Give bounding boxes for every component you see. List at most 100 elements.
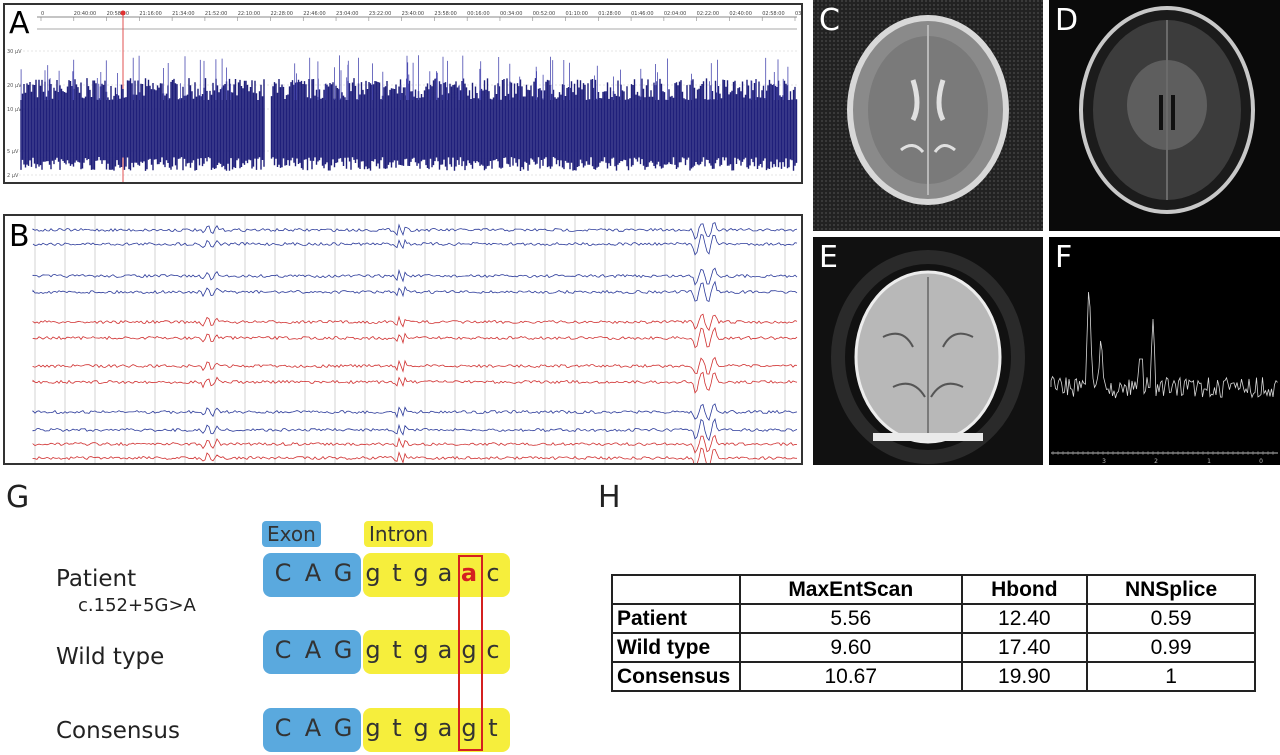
trend-band xyxy=(20,78,798,171)
ppm-tick-label: 0 xyxy=(1259,458,1263,465)
intron-block xyxy=(363,553,510,597)
intron-base: t xyxy=(392,559,402,587)
intron-base: c xyxy=(486,636,500,664)
table-cell: 17.40 xyxy=(960,632,1089,663)
panel-c-mri: C xyxy=(813,0,1043,231)
mutated-base: a xyxy=(460,559,478,587)
time-tick-label: 00:16:00 xyxy=(467,11,489,17)
ppm-tick-label: 2 xyxy=(1154,458,1158,465)
time-tick-label: 20:40:00 xyxy=(74,11,96,17)
splice-score-table: MaxEntScan Hbond NNSplice Patient 5.56 1… xyxy=(611,574,1256,692)
eeg-traces xyxy=(32,216,798,463)
spectrum-line xyxy=(1050,291,1278,399)
eeg-channel-trace xyxy=(32,267,798,286)
mri-brain-image xyxy=(1079,6,1255,214)
intron-base: g xyxy=(413,559,429,587)
table-row: Wild type 9.60 17.40 0.99 xyxy=(611,632,1256,663)
time-tick-label: 01:10:00 xyxy=(566,11,588,17)
table-cell: 9.60 xyxy=(739,632,963,663)
exon-block xyxy=(263,630,361,674)
intron-base: g xyxy=(365,559,381,587)
panel-d-mri: D xyxy=(1049,0,1280,231)
time-tick-label: 21:16:00 xyxy=(139,11,161,17)
intron-base: g xyxy=(365,636,381,664)
table-cell: 0.59 xyxy=(1086,603,1256,634)
time-tick-label: 00:34:00 xyxy=(500,11,522,17)
exon-base: A xyxy=(304,559,322,587)
intron-base: a xyxy=(437,714,453,742)
time-tick-label: 01:46:00 xyxy=(631,11,653,17)
exon-base: A xyxy=(304,714,322,742)
panel-e-mri: E xyxy=(813,237,1043,465)
panel-f-spectrum: 3 2 1 0 F xyxy=(1049,237,1280,465)
trend-plot: 0 20:40:00 20:58:00 21:16:00 21:34:00 21:52:0… xyxy=(7,10,801,182)
panel-c-label: C xyxy=(819,3,840,38)
cursor-marker xyxy=(120,10,126,16)
exon-base: G xyxy=(333,636,353,664)
intron-block xyxy=(363,630,510,674)
panel-f-label: F xyxy=(1055,240,1073,275)
eeg-channel-trace xyxy=(32,371,798,394)
time-tick-label: 03:16:00 xyxy=(795,11,801,17)
exon-block xyxy=(263,708,361,752)
table-cell: 10.67 xyxy=(739,661,963,692)
table-cell: 0.99 xyxy=(1086,632,1256,663)
time-tick-label: 22:46:00 xyxy=(303,11,325,17)
panel-e-label: E xyxy=(819,240,838,275)
panel-h-label: H xyxy=(598,480,621,515)
intron-block xyxy=(363,708,510,752)
time-tick-label: 02:58:00 xyxy=(762,11,784,17)
trend-spikes xyxy=(20,55,789,100)
panel-g-label: G xyxy=(6,480,30,515)
mri-brain-image xyxy=(831,250,1025,464)
eeg-channel-trace xyxy=(32,356,798,375)
time-tick-label: 23:04:00 xyxy=(336,11,358,17)
row-header: Consensus xyxy=(611,661,741,692)
table-header-cell xyxy=(611,574,741,605)
intron-base: c xyxy=(486,559,500,587)
ppm-tick-label: 1 xyxy=(1207,458,1211,465)
mutation-highlight-box xyxy=(458,555,483,751)
eeg-channel-trace xyxy=(32,418,798,442)
intron-base: g xyxy=(461,714,477,742)
eeg-channel-trace xyxy=(32,233,798,256)
time-tick-label: 23:58:00 xyxy=(434,11,456,17)
time-tick-label: 02:22:00 xyxy=(697,11,719,17)
row-header: Patient xyxy=(611,603,741,634)
intron-base: t xyxy=(392,636,402,664)
time-tick-label: 01:28:00 xyxy=(598,11,620,17)
intron-base: g xyxy=(413,636,429,664)
exon-base: G xyxy=(333,559,353,587)
panel-b-eeg: B xyxy=(3,214,803,465)
table-header-row: MaxEntScan Hbond NNSplice xyxy=(611,574,1256,605)
time-tick-label: 23:22:00 xyxy=(369,11,391,17)
table-row: Consensus 10.67 19.90 1 xyxy=(611,661,1256,692)
y-tick-label: 20 µV xyxy=(7,83,22,89)
exon-base: C xyxy=(274,636,292,664)
y-tick-label: 5 µV xyxy=(7,149,19,155)
panel-a-trend: A 0 20:40:00 20:58:00 21:16:00 21:34:00 21:52… xyxy=(3,3,803,184)
table-header-cell: NNSplice xyxy=(1086,574,1256,605)
time-tick-label: 22:10:00 xyxy=(238,11,260,17)
exon-block xyxy=(263,553,361,597)
y-tick-label: 10 µV xyxy=(7,107,22,113)
intron-base: g xyxy=(461,636,477,664)
intron-tag: Intron xyxy=(364,521,434,547)
table-cell: 5.56 xyxy=(739,603,963,634)
sequence-row-label: Patient xyxy=(56,566,137,592)
ppm-tick-label: 3 xyxy=(1102,458,1106,465)
exon-base: C xyxy=(274,714,292,742)
y-tick-label: 30 µV xyxy=(7,49,22,55)
panel-d-label: D xyxy=(1055,3,1079,38)
time-tick-label: 20:58:00 xyxy=(107,11,129,17)
eeg-channel-trace xyxy=(32,313,798,332)
variant-notation: c.152+5G>A xyxy=(78,595,196,616)
exon-tag: Exon xyxy=(262,521,321,547)
eeg-channel-trace xyxy=(32,326,798,349)
table-header-cell: Hbond xyxy=(960,574,1089,605)
time-tick-label: 21:34:00 xyxy=(172,11,194,17)
table-cell: 19.90 xyxy=(960,661,1089,692)
table-cell: 1 xyxy=(1086,661,1256,692)
